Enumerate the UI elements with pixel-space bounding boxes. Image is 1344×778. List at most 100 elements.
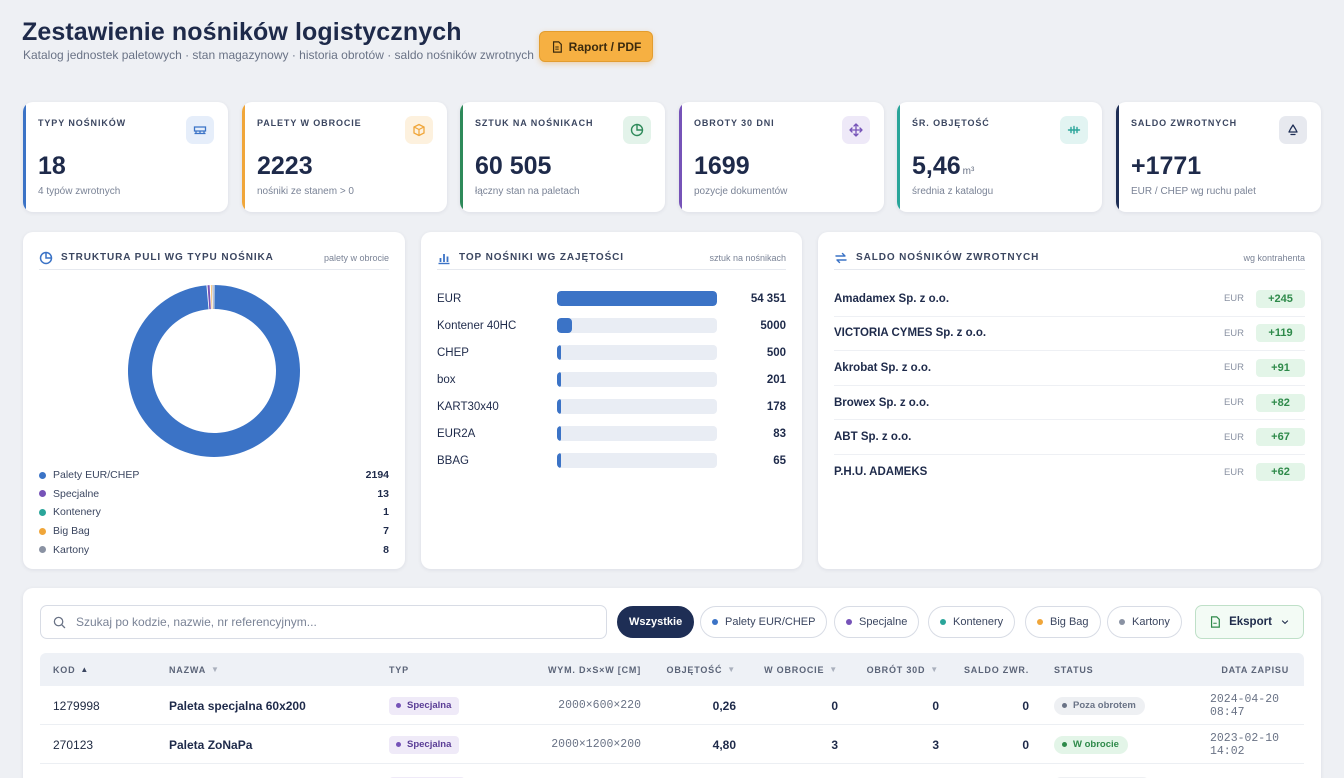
column-header-label: WYM. D×S×W [CM] bbox=[548, 664, 641, 675]
legend-value: 8 bbox=[383, 543, 389, 556]
status-badge bbox=[1054, 776, 1150, 778]
column-header-label: STATUS bbox=[1054, 664, 1094, 675]
kpi-label: TYPY NOŚNIKÓW bbox=[38, 118, 127, 128]
filter-label: Kontenery bbox=[953, 616, 1004, 628]
carrier-type: EUR bbox=[1223, 293, 1244, 305]
bar-fill bbox=[557, 291, 717, 306]
move-icon bbox=[842, 116, 870, 144]
filter-chip[interactable]: Kontenery bbox=[928, 606, 1016, 638]
donut-slice bbox=[210, 285, 213, 310]
legend-item: Kartony 8 bbox=[39, 540, 389, 559]
filter-chip[interactable]: Kartony bbox=[1107, 606, 1182, 638]
filter-chip[interactable]: Palety EUR/CHEP bbox=[700, 606, 828, 638]
legend-label: Specjalne bbox=[53, 487, 100, 500]
bar-value: 83 bbox=[773, 427, 786, 440]
column-header[interactable]: DATA ZAPISU bbox=[1210, 653, 1289, 686]
column-header[interactable]: W OBROCIE ▼ bbox=[764, 653, 838, 686]
bar-fill bbox=[557, 453, 561, 468]
saldo-badge: +91 bbox=[1256, 358, 1305, 377]
filter-chip[interactable]: Wszystkie bbox=[617, 606, 695, 638]
filter-chip[interactable]: Big Bag bbox=[1025, 606, 1101, 638]
saldo-row[interactable]: Amadamex Sp. z o.o. EUR +245 bbox=[834, 282, 1305, 317]
bar-value: 201 bbox=[766, 373, 786, 386]
cell-turnover: 3 bbox=[932, 737, 939, 752]
column-header[interactable]: TYP bbox=[389, 653, 509, 686]
type-badge: Specjalna bbox=[389, 696, 460, 715]
saldo-row[interactable]: ABT Sp. z o.o. EUR +67 bbox=[834, 420, 1305, 455]
bar-track bbox=[557, 399, 717, 414]
filter-dot bbox=[1119, 619, 1125, 625]
type-badge: Specjalna bbox=[389, 735, 460, 754]
saldo-row[interactable]: Akrobat Sp. z o.o. EUR +91 bbox=[834, 351, 1305, 386]
kpi-value: 2223 bbox=[257, 152, 313, 180]
bar-row: BBAG 65 bbox=[437, 447, 786, 474]
column-header-label: SALDO ZWR. bbox=[964, 664, 1029, 675]
bar-label: Kontener 40HC bbox=[437, 319, 517, 332]
structure-title: STRUKTURA PULI WG TYPU NOŚNIKA bbox=[61, 252, 274, 263]
kpi-value: 5,46 m³ bbox=[912, 152, 975, 180]
table-row[interactable]: 1279998 Paleta specjalna 60x200 Specjalna 2… bbox=[40, 686, 1304, 725]
kpi-card: PALETY W OBROCIE 2223 nośniki ze stanem > … bbox=[242, 102, 447, 212]
kpi-subtext: nośniki ze stanem > 0 bbox=[257, 186, 354, 197]
column-header[interactable]: OBRÓT 30D ▼ bbox=[865, 653, 939, 686]
column-header[interactable]: SALDO ZWR. bbox=[964, 653, 1029, 686]
saldo-row[interactable]: VICTORIA CYMES Sp. z o.o. EUR +119 bbox=[834, 317, 1305, 352]
column-header[interactable]: OBJĘTOŚĆ ▼ bbox=[667, 653, 736, 686]
kpi-card: SZTUK NA NOŚNIKACH 60 505 łączny stan na p… bbox=[460, 102, 665, 212]
bar-row: box 201 bbox=[437, 366, 786, 393]
report-pdf-button[interactable]: Raport / PDF bbox=[539, 31, 653, 62]
bar-value: 65 bbox=[773, 454, 786, 467]
saldo-row[interactable]: P.H.U. ADAMEKS EUR +62 bbox=[834, 455, 1305, 490]
bar-fill bbox=[557, 345, 561, 360]
search-icon bbox=[53, 616, 66, 628]
legend-value: 13 bbox=[377, 487, 389, 500]
saldo-badge: +62 bbox=[1256, 463, 1305, 482]
donut-slice bbox=[212, 285, 214, 310]
search-box[interactable] bbox=[40, 605, 607, 639]
filter-chip[interactable]: Specjalne bbox=[834, 606, 920, 638]
export-label: Eksport bbox=[1229, 616, 1272, 628]
export-button[interactable]: Eksport bbox=[1195, 605, 1304, 639]
carrier-type: EUR bbox=[1223, 327, 1244, 339]
saldo-note: wg kontrahenta bbox=[1243, 252, 1305, 263]
cell-in-circulation: 3 bbox=[831, 737, 838, 752]
bar-track bbox=[557, 291, 717, 306]
contractor-name: Amadamex Sp. z o.o. bbox=[834, 292, 950, 305]
kpi-card: TYPY NOŚNIKÓW 18 4 typów zwrotnych bbox=[23, 102, 228, 212]
contractor-name: ABT Sp. z o.o. bbox=[834, 431, 912, 444]
filter-label: Palety EUR/CHEP bbox=[725, 616, 816, 628]
bar-label: KART30x40 bbox=[437, 400, 499, 413]
filter-label: Kartony bbox=[1132, 616, 1170, 628]
bar-track bbox=[557, 345, 717, 360]
bar-value: 500 bbox=[766, 346, 786, 359]
cell-code: 1279998 bbox=[53, 698, 100, 713]
sort-icon: ▼ bbox=[211, 665, 220, 674]
bar-row: CHEP 500 bbox=[437, 339, 786, 366]
column-header[interactable]: KOD ▲ bbox=[53, 653, 153, 686]
saldo-row[interactable]: Browex Sp. z o.o. EUR +82 bbox=[834, 386, 1305, 421]
legend-label: Kartony bbox=[53, 543, 90, 556]
cell-date: 2023-02-10 14:02 bbox=[1210, 731, 1280, 758]
bar-fill bbox=[557, 399, 561, 414]
column-header[interactable]: STATUS bbox=[1054, 653, 1174, 686]
pie-icon bbox=[623, 116, 651, 144]
page-subtitle: Katalog jednostek paletowych · stan maga… bbox=[23, 48, 534, 62]
legend-dot bbox=[39, 527, 46, 535]
table-row[interactable]: 270123 Paleta ZoNaPa Specjalna 2000×1200×20… bbox=[40, 725, 1304, 764]
cell-type: Specjalna bbox=[389, 725, 509, 764]
filter-label: Big Bag bbox=[1050, 616, 1089, 628]
type-badge bbox=[389, 776, 465, 778]
column-header[interactable]: NAZWA ▼ bbox=[169, 653, 369, 686]
table-row[interactable] bbox=[40, 764, 1304, 778]
search-input[interactable] bbox=[76, 615, 576, 629]
cell-name: Paleta ZoNaPa bbox=[169, 737, 253, 752]
chevron-down-icon bbox=[1281, 620, 1289, 625]
saldo-badge: +82 bbox=[1256, 393, 1305, 412]
status-badge: Poza obrotem bbox=[1054, 696, 1145, 715]
sort-icon: ▼ bbox=[930, 665, 939, 674]
column-header[interactable]: WYM. D×S×W [CM] bbox=[547, 653, 641, 686]
bar-track bbox=[557, 372, 717, 387]
legend-dot bbox=[39, 471, 46, 479]
kpi-label: PALETY W OBROCIE bbox=[257, 118, 362, 128]
legend-dot bbox=[39, 508, 46, 516]
